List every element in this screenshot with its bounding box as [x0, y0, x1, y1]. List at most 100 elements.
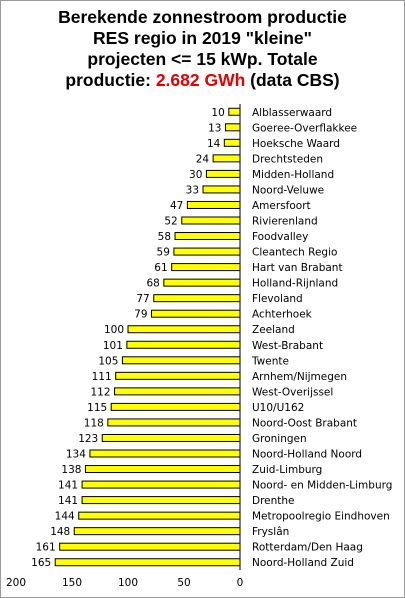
category-label: Midden-Holland [252, 169, 334, 181]
bar [224, 123, 241, 132]
data-label: 30 [189, 169, 202, 181]
category-label: Hoeksche Waard [252, 138, 340, 150]
bar [115, 371, 241, 380]
bar [223, 138, 241, 147]
title-line-1: Berekende zonnestroom productie [58, 7, 347, 27]
data-label: 118 [84, 417, 104, 429]
data-label: 105 [98, 355, 118, 367]
title-line-4: productie: 2.682 GWh (data CBS) [0, 70, 405, 91]
category-label: Noord-Veluwe [252, 184, 324, 196]
bar [173, 247, 241, 256]
bar [151, 309, 241, 318]
data-label: 13 [208, 122, 221, 134]
bar [81, 480, 241, 489]
data-label: 79 [134, 309, 147, 321]
title-line-3: projecten <= 15 kWp. Totale [87, 49, 318, 69]
bar [228, 107, 241, 116]
category-label: U10/U162 [252, 402, 304, 414]
bar [181, 216, 241, 225]
category-label: Groningen [252, 433, 307, 445]
category-label: Drenthe [252, 495, 295, 507]
category-label: Hart van Brabant [252, 262, 343, 274]
category-label: Cleantech Regio [252, 247, 337, 259]
x-tick-label: 100 [118, 577, 138, 589]
bar [89, 449, 241, 458]
bar [186, 200, 241, 209]
bar [84, 465, 241, 474]
bar [101, 433, 241, 442]
data-label: 141 [58, 480, 78, 492]
data-label: 10 [211, 107, 224, 119]
data-label: 115 [87, 402, 107, 414]
category-label: Metropoolregio Eindhoven [252, 511, 390, 523]
x-tick-label: 150 [62, 577, 82, 589]
title-suffix: (data CBS) [245, 70, 340, 90]
data-label: 52 [164, 216, 177, 228]
x-tick-label: 200 [6, 577, 26, 589]
data-label: 148 [50, 526, 70, 538]
category-label: Zuid-Limburg [252, 464, 322, 476]
data-label: 59 [157, 247, 170, 259]
category-label: Flevoland [252, 293, 303, 305]
bar [81, 496, 241, 505]
data-label: 112 [91, 386, 111, 398]
bar [110, 402, 241, 411]
category-label: Drechtsteden [252, 153, 323, 165]
bar [59, 542, 241, 551]
bar [212, 154, 241, 163]
data-label: 134 [66, 449, 86, 461]
category-label: Foodvalley [252, 231, 308, 243]
bar [114, 387, 241, 396]
category-label: West-Brabant [252, 340, 323, 352]
bar [174, 232, 241, 241]
title-total-value: 2.682 GWh [155, 70, 246, 90]
category-label: Rivierenland [252, 216, 318, 228]
data-label: 14 [207, 138, 221, 150]
bar [202, 185, 241, 194]
bar [153, 294, 241, 303]
category-label: Noord-Holland Noord [252, 449, 362, 461]
category-label: Holland-Rijnland [252, 278, 338, 290]
bar [127, 325, 241, 334]
bar [107, 418, 241, 427]
title-prefix: productie: [65, 70, 156, 90]
data-label: 68 [146, 278, 159, 290]
category-label: Zeeland [252, 324, 295, 336]
category-label: Rotterdam/Den Haag [252, 542, 363, 554]
data-label: 141 [58, 495, 78, 507]
bar [126, 340, 241, 349]
bar [205, 169, 241, 178]
data-label: 138 [61, 464, 81, 476]
chart-title: Berekende zonnestroom productie RES regi… [0, 7, 405, 91]
bar [171, 263, 241, 272]
category-label: Amersfoort [252, 200, 311, 212]
data-label: 33 [186, 184, 199, 196]
data-label: 165 [31, 557, 51, 569]
category-label: Goeree-Overflakkee [252, 122, 357, 134]
category-label: Arnhem/Nijmegen [252, 371, 347, 383]
x-tick-label: 0 [237, 577, 244, 589]
data-label: 161 [36, 542, 56, 554]
data-label: 101 [103, 340, 123, 352]
data-label: 123 [78, 433, 98, 445]
data-label: 144 [55, 511, 75, 523]
data-label: 100 [104, 324, 124, 336]
data-label: 61 [154, 262, 167, 274]
bar [54, 558, 241, 567]
data-label: 58 [158, 231, 171, 243]
data-label: 47 [170, 200, 183, 212]
category-label: Noord-Oost Brabant [252, 417, 357, 429]
bar [78, 511, 241, 520]
category-label: West-Overijssel [252, 386, 333, 398]
x-tick-label: 50 [177, 577, 190, 589]
title-line-2: RES regio in 2019 "kleine" [93, 28, 312, 48]
bar [121, 356, 241, 365]
data-label: 77 [136, 293, 149, 305]
data-label: 24 [196, 153, 210, 165]
category-label: Noord- en Midden-Limburg [252, 480, 392, 492]
category-label: Alblasserwaard [252, 107, 332, 119]
category-label: Fryslân [252, 526, 289, 538]
data-label: 111 [92, 371, 112, 383]
category-label: Noord-Holland Zuid [252, 557, 354, 569]
